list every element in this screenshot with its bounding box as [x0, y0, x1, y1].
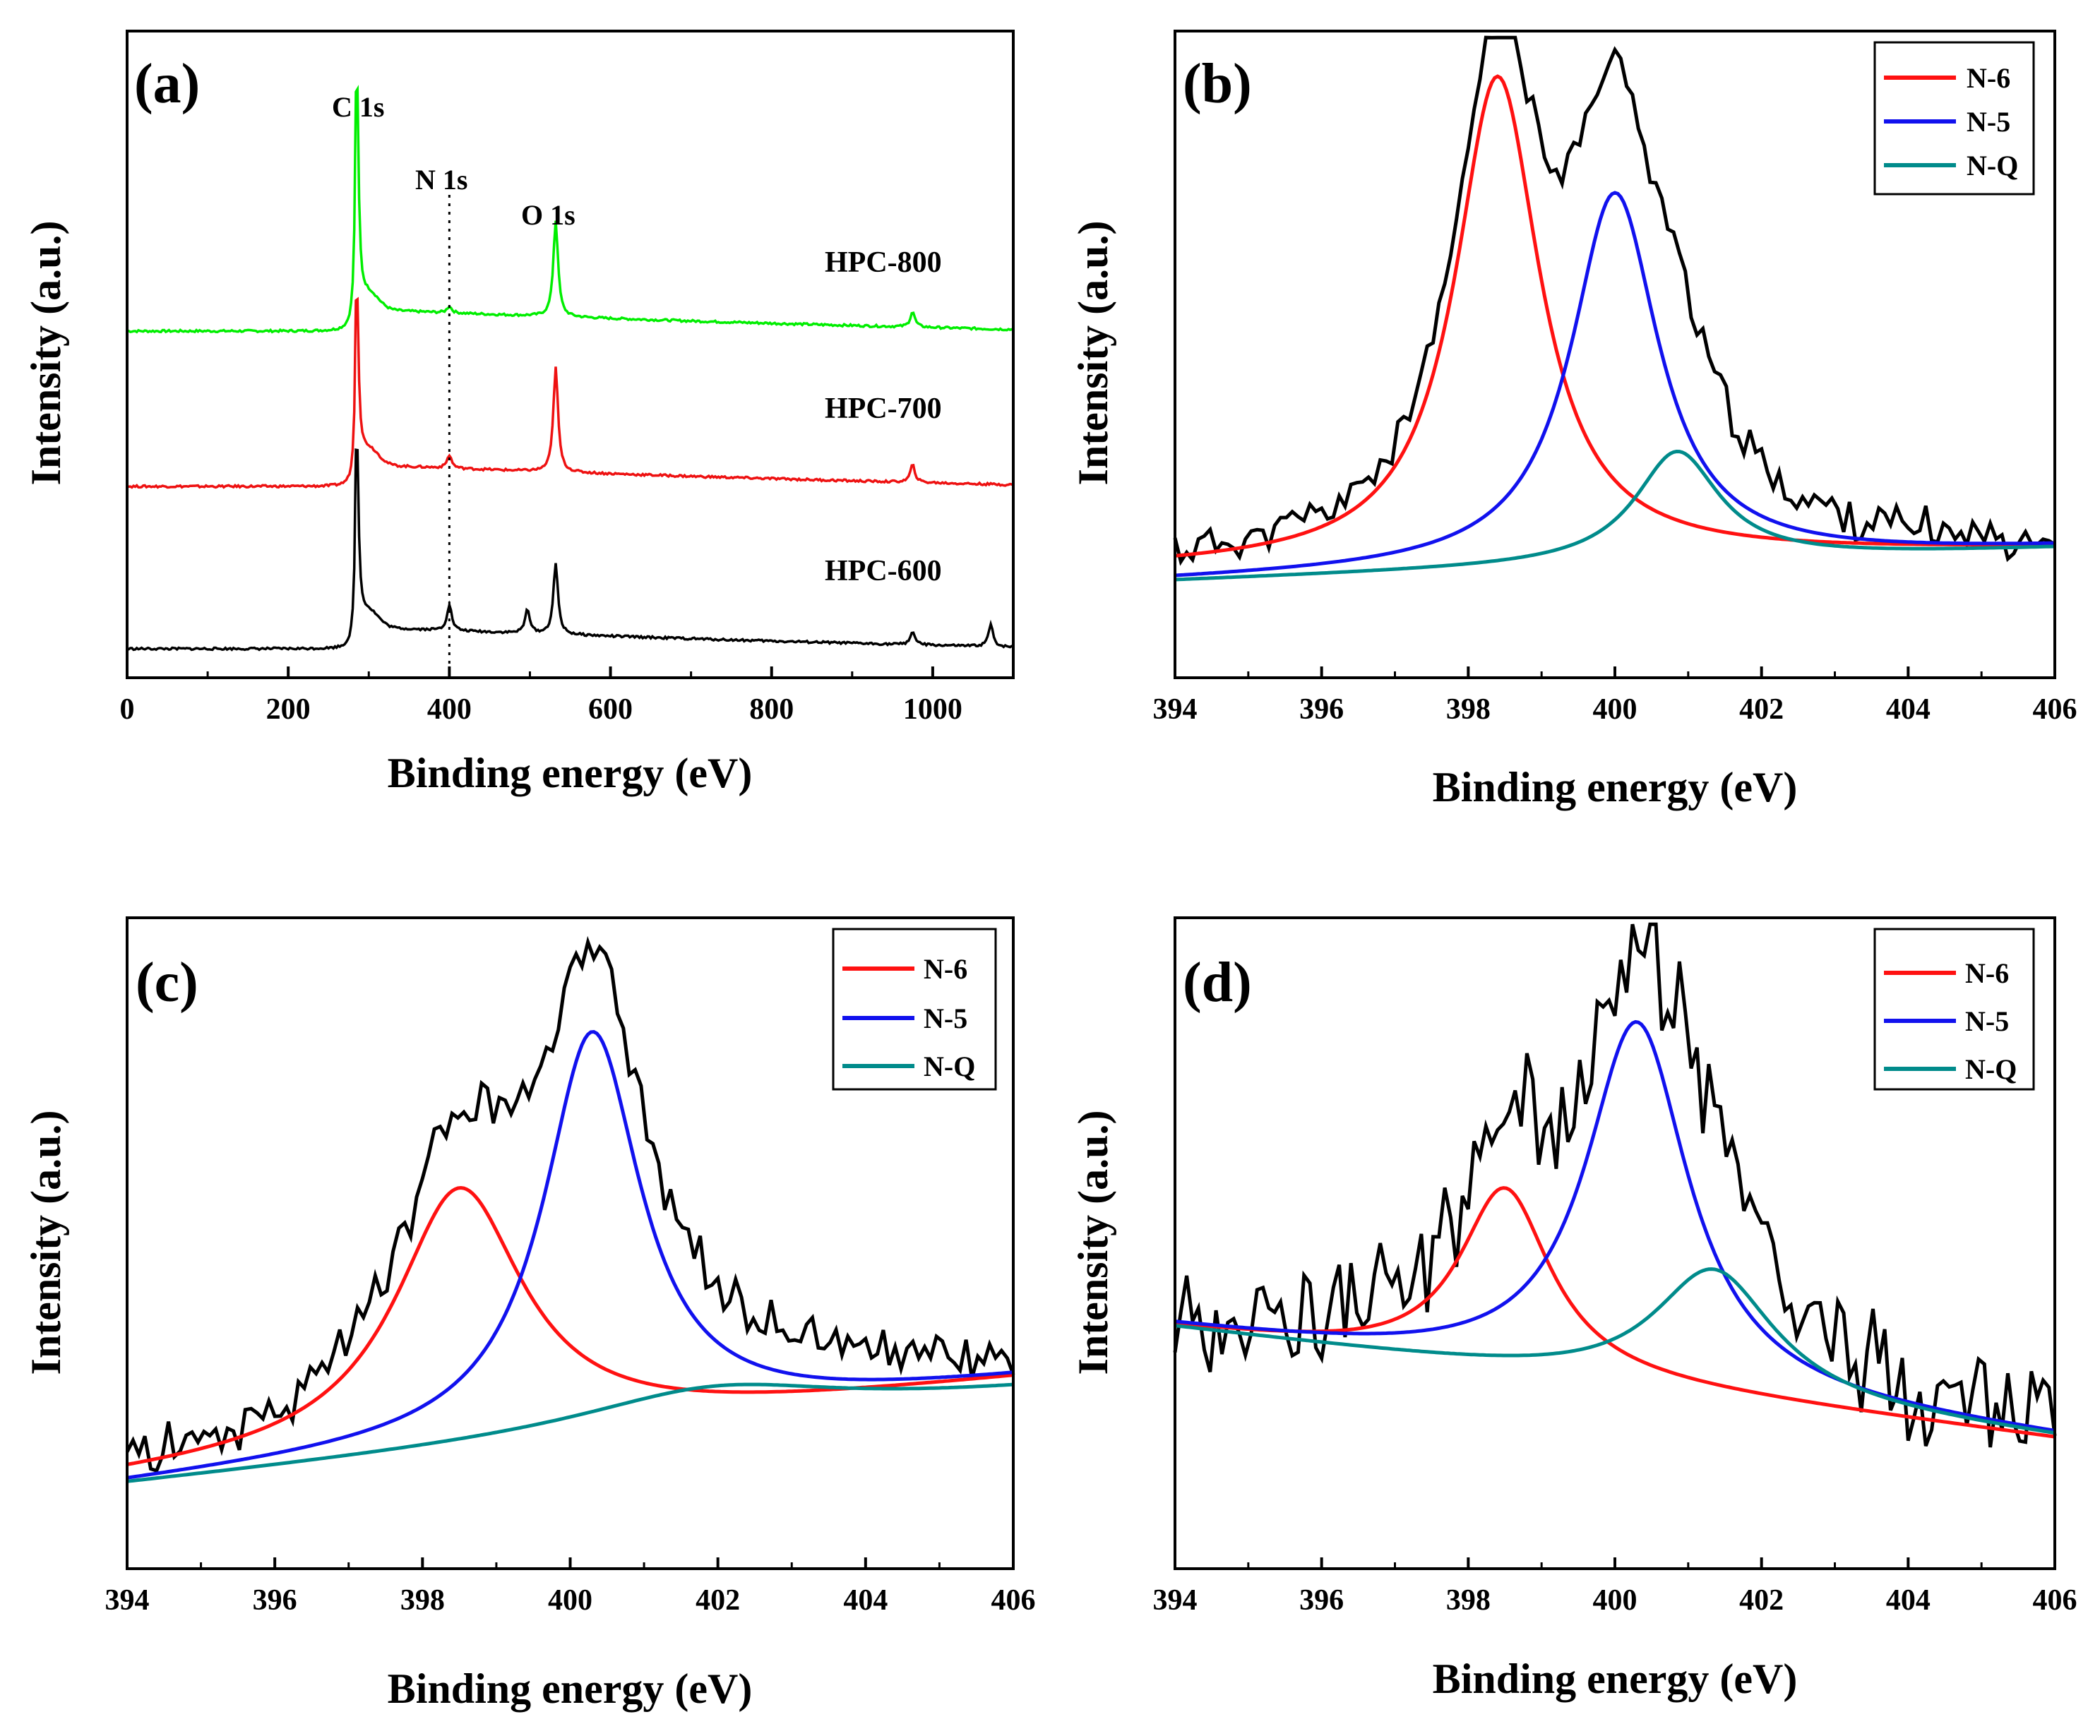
- panel-b-label: (b): [1183, 53, 1252, 115]
- x-tick-label: 406: [2033, 693, 2077, 726]
- panel-c-data: [125, 935, 1015, 1483]
- panel-d-ticks: 394 396 398 400 402 404 406: [1153, 1557, 2077, 1617]
- legend-label-n6: N-6: [924, 953, 967, 985]
- panel-b-legend: N-6 N-5 N-Q: [1873, 41, 2035, 196]
- panel-c-ticks: 394 396 398 400 402 404 406: [105, 1557, 1036, 1617]
- panel-a-frame: [126, 30, 1015, 679]
- sample-label-hpc-600: HPC-600: [825, 555, 942, 587]
- panel-a-data: [126, 85, 1014, 678]
- fit-n-5: [1174, 1019, 2056, 1432]
- x-tick-label: 396: [1299, 1584, 1344, 1617]
- x-tick-label: 400: [548, 1584, 592, 1617]
- x-tick-label: 404: [843, 1584, 888, 1617]
- x-tick-label: 1000: [903, 693, 962, 726]
- x-tick-label: 402: [696, 1584, 740, 1617]
- panel-d-legend: N-6 N-5 N-Q: [1873, 928, 2035, 1091]
- x-tick-label: 398: [1446, 693, 1491, 726]
- legend-label-n5: N-5: [924, 1002, 967, 1034]
- panel-c-ylabel: Intensity (a.u.): [23, 1110, 69, 1375]
- fit-n-5: [1174, 191, 2056, 577]
- x-tick-label: 400: [1593, 1584, 1637, 1617]
- fit-n-q: [1174, 449, 2056, 582]
- x-tick-label: 402: [1739, 1584, 1784, 1617]
- legend-label-nq: N-Q: [924, 1050, 975, 1082]
- x-tick-label: 398: [1446, 1584, 1491, 1617]
- panel-b-ylabel: Intensity (a.u.): [1070, 220, 1116, 485]
- series-hpc-700: [126, 297, 1014, 489]
- panel-d-ylabel: Intensity (a.u.): [1070, 1110, 1116, 1375]
- fit-n-5: [126, 1029, 1014, 1480]
- panel-a-xlabel: Binding energy (eV): [388, 750, 753, 796]
- panel-b: 394 396 398 400 402 404 406 (b) N-6 N-5 N-Q Bi…: [1070, 30, 2077, 810]
- legend-box: [832, 928, 997, 1091]
- peak-label-n1s: N 1s: [415, 164, 467, 196]
- legend-box: [1873, 41, 2035, 196]
- sample-label-hpc-700: HPC-700: [825, 393, 942, 425]
- fit-n-6: [126, 1185, 1014, 1466]
- fit-n-q: [1174, 1267, 2056, 1435]
- legend-box: [1873, 928, 2035, 1091]
- panel-d: 394 396 398 400 402 404 406 (d) N-6 N-5 N-Q Bi…: [1070, 916, 2077, 1702]
- panel-b-ticks: 394 396 398 400 402 404 406: [1153, 666, 2077, 726]
- x-tick-label: 394: [1153, 693, 1198, 726]
- x-tick-label: 800: [749, 693, 794, 726]
- series-hpc-600: [126, 448, 1014, 652]
- peak-label-o1s: O 1s: [521, 199, 575, 231]
- x-tick-label: 404: [1886, 693, 1931, 726]
- panel-a-label: (a): [134, 53, 200, 115]
- panel-d-label: (d): [1183, 952, 1252, 1014]
- panel-a-ticks: 0 200 400 600 800 1000: [120, 666, 962, 726]
- x-tick-label: 398: [400, 1584, 445, 1617]
- panel-a: 0 200 400 600 800 1000 (a) C 1s N 1s O 1s HPC…: [23, 30, 1015, 796]
- legend-label-nq: N-Q: [1967, 150, 2018, 181]
- panel-a-ylabel: Intensity (a.u.): [23, 220, 69, 485]
- fit-n-6: [1174, 1186, 2056, 1439]
- x-tick-label: 400: [427, 693, 472, 726]
- panel-b-data: [1173, 35, 2056, 582]
- x-tick-label: 400: [1593, 693, 1637, 726]
- panel-c-label: (c): [136, 952, 198, 1014]
- x-tick-label: 396: [253, 1584, 297, 1617]
- x-tick-label: 396: [1299, 693, 1344, 726]
- raw-spectrum: [1173, 922, 2057, 1448]
- legend-label-n5: N-5: [1965, 1005, 2009, 1037]
- peak-label-c1s: C 1s: [332, 91, 384, 123]
- x-tick-label: 0: [120, 693, 135, 726]
- legend-label-n5: N-5: [1967, 106, 2010, 138]
- panel-c: 394 396 398 400 402 404 406 (c) N-6 N-5 N-Q Bi…: [23, 916, 1036, 1712]
- x-tick-label: 394: [1153, 1584, 1198, 1617]
- series-hpc-800: [126, 85, 1014, 334]
- panel-d-data: [1173, 922, 2057, 1448]
- x-tick-label: 394: [105, 1584, 150, 1617]
- x-tick-label: 406: [991, 1584, 1036, 1617]
- legend-label-nq: N-Q: [1965, 1053, 2017, 1085]
- fit-n-q: [126, 1382, 1014, 1483]
- panel-c-xlabel: Binding energy (eV): [388, 1665, 753, 1712]
- panel-c-legend: N-6 N-5 N-Q: [832, 928, 997, 1091]
- panel-b-xlabel: Binding energy (eV): [1433, 764, 1798, 810]
- x-tick-label: 404: [1886, 1584, 1931, 1617]
- panel-d-xlabel: Binding energy (eV): [1433, 1656, 1798, 1702]
- x-tick-label: 402: [1739, 693, 1784, 726]
- x-tick-label: 406: [2033, 1584, 2077, 1617]
- sample-label-hpc-800: HPC-800: [825, 246, 942, 279]
- fit-n-6: [1174, 74, 2056, 558]
- x-tick-label: 600: [588, 693, 633, 726]
- raw-spectrum: [125, 935, 1015, 1473]
- legend-label-n6: N-6: [1965, 957, 2009, 989]
- raw-spectrum: [1173, 35, 2056, 566]
- legend-label-n6: N-6: [1967, 62, 2010, 94]
- x-tick-label: 200: [266, 693, 311, 726]
